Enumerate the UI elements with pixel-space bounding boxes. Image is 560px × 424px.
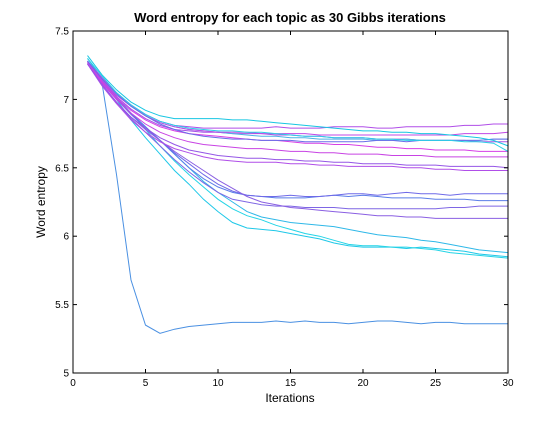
series-line-9 xyxy=(87,63,508,171)
series-line-6 xyxy=(87,63,508,197)
series-line-19 xyxy=(87,58,509,152)
series-line-17 xyxy=(87,60,508,143)
x-axis: 0 5 10 15 20 25 30 xyxy=(70,31,514,389)
series-line-11 xyxy=(87,62,508,158)
y-tick-label: 6 xyxy=(63,232,69,243)
series-line-2 xyxy=(87,58,509,258)
x-tick-label: 15 xyxy=(285,378,297,389)
series-line-3 xyxy=(87,60,509,259)
y-tick-label: 7 xyxy=(63,95,69,106)
y-tick-label: 5.5 xyxy=(55,300,69,311)
series-line-10 xyxy=(87,63,509,169)
series-line-13 xyxy=(87,62,508,143)
y-tick-label: 7.5 xyxy=(55,27,69,38)
y-tick-label: 6.5 xyxy=(55,163,69,174)
x-axis-label: Iterations xyxy=(265,391,314,405)
series-line-18 xyxy=(87,55,509,147)
x-tick-label: 25 xyxy=(430,378,442,389)
plot-frame xyxy=(72,30,509,374)
x-tick-label: 10 xyxy=(212,378,224,389)
chart-title: Word entropy for each topic as 30 Gibbs … xyxy=(134,10,446,25)
series-line-4 xyxy=(87,62,509,254)
series-line-12 xyxy=(87,62,508,152)
x-tick-label: 30 xyxy=(502,378,514,389)
series-line-1 xyxy=(87,60,508,334)
y-tick-label: 5 xyxy=(63,369,69,380)
x-tick-label: 20 xyxy=(357,378,369,389)
y-axis: 5 5.5 6 6.5 7 7.5 xyxy=(55,27,508,380)
y-axis-label: Word entropy xyxy=(34,166,48,238)
series-line-7 xyxy=(87,63,508,210)
x-tick-label: 0 xyxy=(70,378,76,389)
series-line-8 xyxy=(87,63,508,219)
series-line-16 xyxy=(87,62,509,136)
series-layer xyxy=(87,55,509,334)
x-tick-label: 5 xyxy=(143,378,149,389)
